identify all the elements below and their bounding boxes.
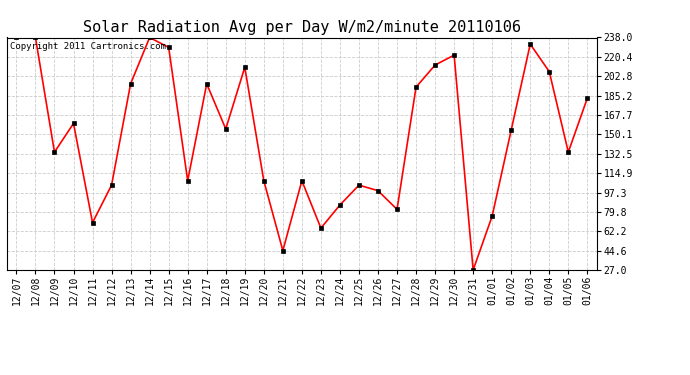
Text: Copyright 2011 Cartronics.com: Copyright 2011 Cartronics.com — [10, 42, 166, 51]
Title: Solar Radiation Avg per Day W/m2/minute 20110106: Solar Radiation Avg per Day W/m2/minute … — [83, 20, 521, 35]
